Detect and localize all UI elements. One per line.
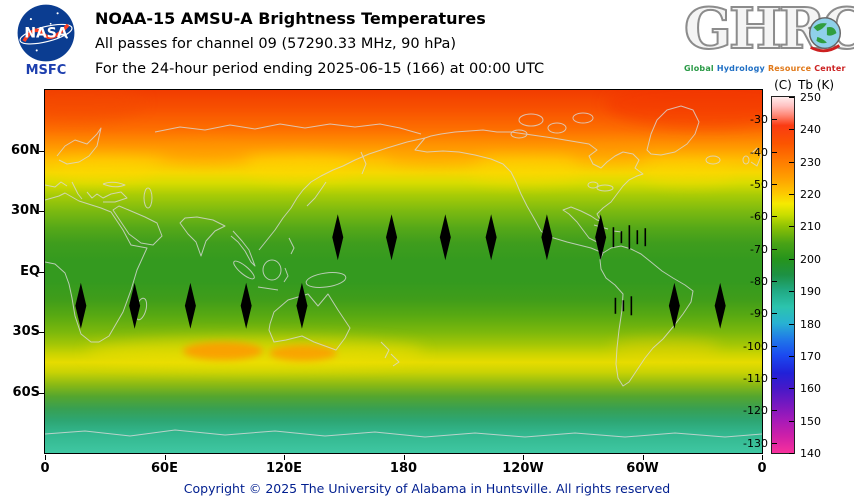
colorbar-celsius-label: -80: [750, 274, 768, 288]
lat-tick: [39, 392, 44, 394]
colorbar-celsius-label: -130: [743, 436, 768, 450]
ghrc-tagline: Global Hydrology Resource Center: [684, 64, 850, 73]
colorbar-celsius-label: -100: [743, 339, 768, 353]
colorbar-kelvin-label: 170: [800, 349, 821, 363]
colorbar-celsius-tick: [772, 410, 777, 412]
colorbar-celsius-label: -70: [750, 242, 768, 256]
lon-tick: [45, 455, 46, 460]
colorbar-kelvin-tick: [789, 97, 794, 98]
lat-tick: [39, 150, 44, 152]
colorbar-celsius-label: -40: [750, 145, 768, 159]
lat-tick: [39, 271, 44, 273]
lon-tick: [523, 455, 524, 460]
colorbar-kelvin-label: 190: [800, 285, 821, 299]
lat-tick-label: 60S: [12, 384, 40, 400]
colorbar-kelvin-label: 240: [800, 123, 821, 137]
colorbar-kelvin-tick: [789, 291, 794, 293]
lon-tick: [164, 455, 166, 460]
colorbar-celsius-tick: [772, 216, 777, 218]
colorbar-celsius-tick: [772, 442, 777, 444]
lat-tick-label: 30S: [12, 324, 40, 339]
colorbar-celsius-tick: [772, 280, 777, 282]
lon-tick-label: 180: [389, 461, 418, 476]
nasa-logo-text: NASA: [24, 26, 67, 42]
colorbar-celsius-label: -110: [743, 372, 768, 386]
ghrc-logo: GHRC Global Hydrology Resource Center: [683, 0, 854, 86]
colorbar-kelvin-label: 160: [800, 382, 821, 396]
lon-tick-label: 60E: [151, 461, 178, 476]
colorbar-kelvin-label: 220: [800, 188, 821, 202]
lon-tick: [284, 455, 285, 460]
colorbar-kelvin-label: 230: [800, 155, 821, 169]
lon-tick-label: 0: [40, 461, 50, 476]
colorbar-kelvin-tick: [789, 355, 794, 357]
ghrc-word-global: Global: [684, 64, 714, 73]
lon-tick: [762, 455, 763, 460]
colorbar-kelvin-tick: [789, 453, 794, 454]
colorbar-celsius-unit: (C): [774, 78, 792, 92]
ghrc-word-resource: Resource: [767, 64, 812, 73]
colorbar-celsius-label: -50: [750, 177, 768, 191]
lon-tick: [403, 455, 405, 460]
lon-tick: [642, 455, 644, 460]
colorbar-kelvin-tick: [789, 258, 794, 260]
colorbar-celsius-label: -90: [750, 307, 768, 321]
colorbar-kelvin-tick: [789, 129, 794, 131]
ghrc-globe-icon: [809, 17, 841, 53]
colorbar-kelvin-tick: [789, 420, 794, 422]
colorbar-kelvin-tick: [789, 226, 794, 228]
colorbar-kelvin-label: 180: [800, 317, 821, 331]
colorbar-celsius-label: -30: [750, 113, 768, 127]
lon-tick-label: 120W: [502, 461, 544, 476]
colorbar-celsius-tick: [772, 248, 777, 250]
colorbar-kelvin-tick: [789, 388, 794, 390]
data-gap-diamonds: [75, 214, 726, 329]
colorbar-kelvin-tick: [789, 161, 794, 163]
colorbar-celsius-tick: [772, 313, 777, 315]
coastline-outlines: [45, 105, 762, 438]
lon-tick-label: 60W: [626, 461, 659, 476]
colorbar-kelvin-label: 250: [800, 91, 821, 104]
colorbar-kelvin-label: 210: [800, 220, 821, 234]
colorbar-celsius-tick: [772, 183, 777, 185]
nasa-logo: NASA: [16, 4, 76, 62]
colorbar-kelvin-tick: [789, 194, 794, 196]
colorbar-kelvin-label: 200: [800, 252, 821, 266]
period-line: For the 24-hour period ending 2025-06-15…: [95, 61, 545, 77]
colorbar-celsius-label: -120: [743, 404, 768, 418]
zonal-temperature-field: [45, 90, 762, 453]
colorbar-frame: [771, 96, 795, 454]
colorbar-kelvin-label: 140: [800, 447, 821, 460]
image-title: NOAA-15 AMSU-A Brightness Temperatures: [95, 9, 486, 28]
colorbar-celsius-tick: [772, 378, 777, 380]
colorbar-celsius-tick: [772, 151, 777, 153]
lat-tick-label: EQ: [20, 263, 40, 279]
ghrc-word-hydrology: Hydrology: [716, 64, 765, 73]
msfc-label: MSFC: [25, 63, 67, 78]
lon-tick-label: 120E: [265, 461, 303, 476]
colorbar-kelvin-tick: [789, 323, 794, 325]
ghrc-word-center: Center: [814, 64, 846, 73]
colorbar-kelvin-label: 150: [800, 414, 821, 428]
colorbar-celsius-tick: [772, 345, 777, 347]
brightness-temperature-map: [45, 90, 762, 453]
lat-tick-label: 30N: [11, 203, 40, 218]
nasa-insignia-icon: NASA: [17, 4, 75, 62]
colorbar-celsius-label: -60: [750, 210, 768, 224]
colorbar-kelvin-unit: Tb (K): [798, 78, 834, 92]
lat-tick-label: 60N: [11, 142, 40, 158]
colorbar-celsius-tick: [772, 119, 777, 121]
lon-tick-label: 0: [757, 461, 767, 476]
lat-tick: [39, 211, 44, 212]
lat-tick: [39, 332, 44, 333]
map-plot-frame: [44, 89, 763, 454]
channel-subtitle: All passes for channel 09 (57290.33 MHz,…: [95, 36, 457, 52]
colorbar: [772, 97, 794, 453]
copyright-text: Copyright © 2025 The University of Alaba…: [183, 481, 671, 496]
